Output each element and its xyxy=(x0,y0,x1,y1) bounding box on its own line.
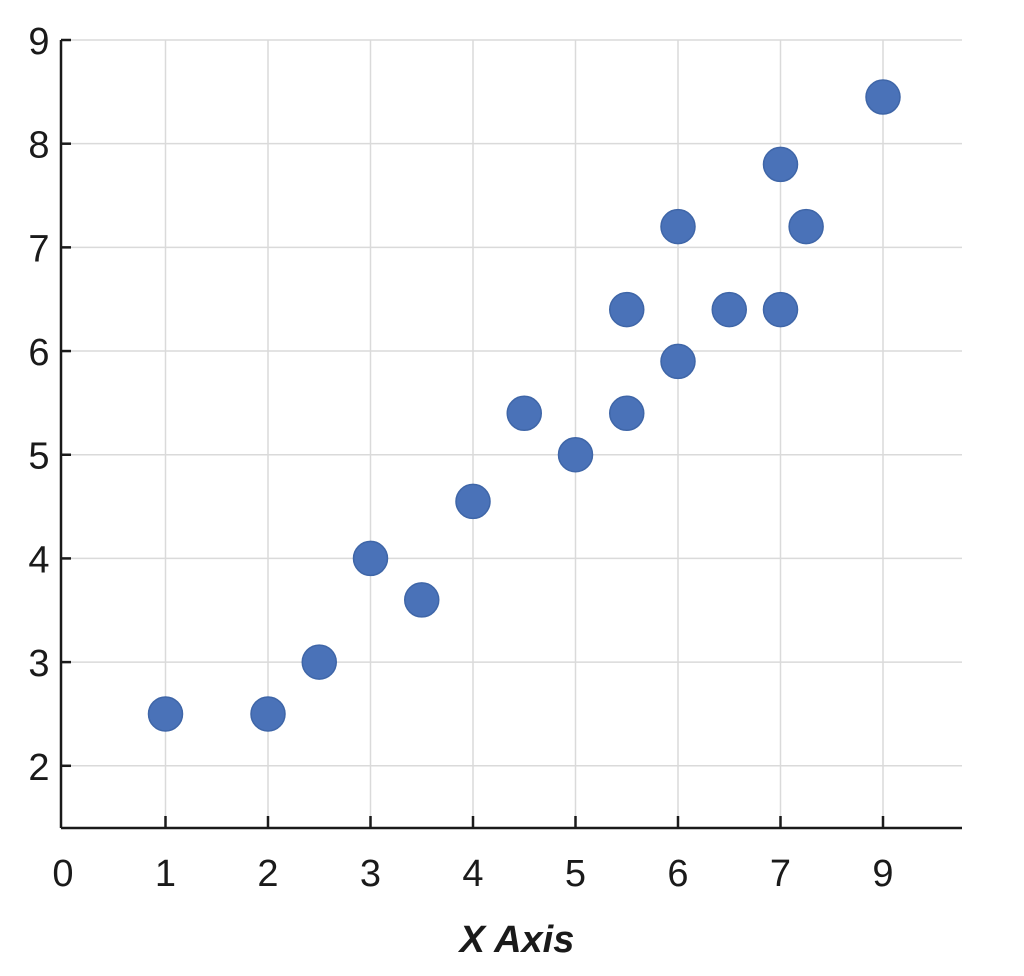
data-point xyxy=(865,79,901,115)
x-tick-label: 5 xyxy=(565,853,586,895)
y-tick-label: 9 xyxy=(28,21,49,63)
x-axis-title: X Axis xyxy=(458,919,575,961)
tick-labels: 2 3 4 5 6 7 8 9 0 1 2 3 4 5 6 7 9 xyxy=(28,21,893,895)
data-point xyxy=(609,291,645,328)
data-point xyxy=(301,644,337,680)
x-tick-label: 2 xyxy=(257,853,278,895)
data-point xyxy=(250,696,286,732)
data-point xyxy=(557,436,594,473)
grid-lines xyxy=(61,39,962,828)
data-point xyxy=(762,291,799,328)
x-tick-label: 7 xyxy=(770,853,791,895)
x-tick-label: 1 xyxy=(155,853,176,895)
x-tick-label: 6 xyxy=(667,853,688,895)
data-point xyxy=(506,395,542,432)
data-point xyxy=(352,540,389,577)
x-tick-label: 0 xyxy=(52,853,73,895)
y-tick-label: 4 xyxy=(28,539,49,581)
x-tick-label: 9 xyxy=(872,853,893,895)
y-tick-label: 7 xyxy=(28,228,49,270)
data-point xyxy=(404,582,440,618)
data-point xyxy=(788,208,824,245)
x-tick-label: 3 xyxy=(360,853,381,895)
x-tick-label: 4 xyxy=(462,853,483,895)
axes xyxy=(59,38,962,830)
y-tick-label: 5 xyxy=(28,436,49,478)
data-point xyxy=(609,395,645,432)
data-point xyxy=(711,291,747,328)
y-tick-label: 8 xyxy=(28,125,49,167)
data-point xyxy=(147,696,184,732)
data-point xyxy=(762,146,799,183)
data-point xyxy=(455,483,491,520)
y-tick-label: 3 xyxy=(28,643,49,685)
data-point xyxy=(660,343,696,380)
y-tick-label: 2 xyxy=(28,747,49,789)
data-points xyxy=(147,79,901,732)
data-point xyxy=(660,208,696,245)
y-tick-label: 6 xyxy=(28,332,49,374)
